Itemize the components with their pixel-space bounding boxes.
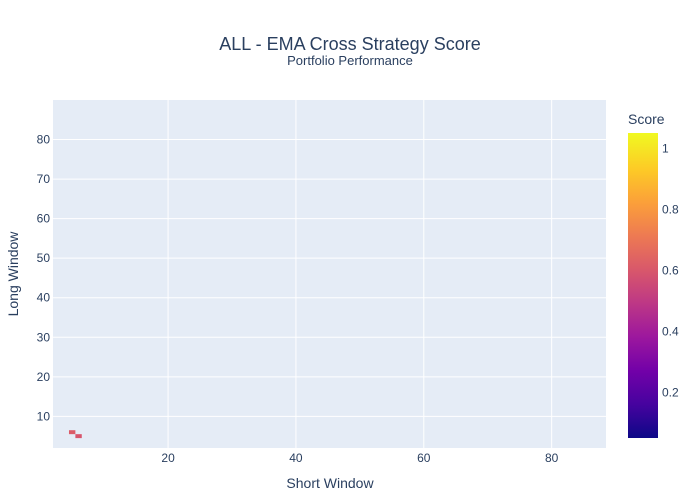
x-tick-label: 80	[545, 451, 559, 465]
x-tick-label: 20	[161, 451, 175, 465]
y-tick-label: 50	[37, 251, 51, 265]
heatmap-cell	[75, 434, 82, 439]
colorbar-tick-label: 0.6	[662, 263, 679, 277]
colorbar	[628, 133, 658, 438]
heatmap-cells	[68, 430, 82, 439]
chart-title: ALL - EMA Cross Strategy Score	[219, 34, 480, 54]
y-tick-label: 30	[37, 330, 51, 344]
x-tick-label: 40	[289, 451, 303, 465]
grid-lines	[53, 100, 606, 448]
x-tick-label: 60	[417, 451, 431, 465]
y-tick-label: 20	[37, 370, 51, 384]
y-tick-label: 70	[37, 172, 51, 186]
chart-subtitle: Portfolio Performance	[287, 53, 413, 68]
colorbar-tick-label: 1	[662, 141, 669, 155]
y-tick-label: 40	[37, 291, 51, 305]
colorbar-tick-label: 0.2	[662, 385, 679, 399]
plot-area	[53, 100, 606, 448]
heatmap-cell	[68, 430, 76, 435]
colorbar-tick-label: 0.8	[662, 202, 679, 216]
y-tick-label: 10	[37, 409, 51, 423]
x-axis-title: Short Window	[286, 475, 374, 491]
y-axis-title: Long Window	[5, 231, 21, 317]
x-tick-labels: 20 40 60 80	[161, 451, 558, 465]
colorbar-title: Score	[628, 111, 665, 127]
y-tick-label: 80	[37, 133, 51, 147]
y-tick-labels: 10 20 30 40 50 60 70 80	[37, 133, 51, 424]
y-tick-label: 60	[37, 212, 51, 226]
colorbar-tick-labels: 0.2 0.4 0.6 0.8 1	[662, 141, 679, 399]
colorbar-tick-label: 0.4	[662, 324, 679, 338]
